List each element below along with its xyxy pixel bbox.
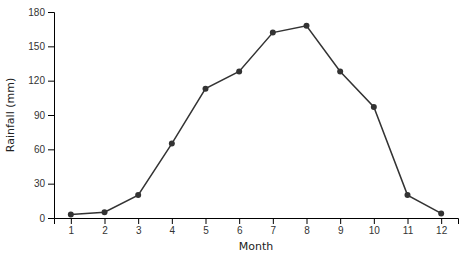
x-axis-tick-label: 2: [102, 225, 108, 236]
y-axis-line: [48, 13, 55, 219]
x-axis-tick: 10: [369, 218, 381, 236]
y-axis-tick-mark: [48, 12, 54, 13]
plot-root: 1234567891011120306090120150180MonthRain…: [4, 7, 459, 253]
y-axis-tick-mark: [48, 218, 54, 219]
x-axis-tick-mark: [408, 218, 409, 224]
point: [102, 209, 108, 215]
x-axis-tick-mark: [374, 218, 375, 224]
x-axis-tick: 8: [304, 218, 310, 236]
x-axis-tick-label: 11: [403, 225, 414, 236]
x-axis-title: Month: [239, 240, 274, 253]
y-axis-tick: 90: [34, 110, 54, 121]
marks: [68, 23, 444, 218]
point: [405, 192, 411, 198]
point: [438, 210, 444, 216]
y-axis-tick-label: 90: [34, 110, 46, 121]
x-axis-tick-label: 8: [304, 225, 310, 236]
x-axis-tick-mark: [273, 218, 274, 224]
point: [169, 141, 175, 147]
x-axis-tick-mark: [206, 218, 207, 224]
y-axis-tick: 120: [28, 75, 54, 86]
x-axis-tick-mark: [239, 218, 240, 224]
y-axis-tick-label: 120: [28, 75, 45, 86]
y-axis-tick: 150: [28, 41, 54, 52]
x-axis-tick-mark: [71, 218, 72, 224]
x-axis-tick-label: 1: [69, 225, 75, 236]
y-axis: 0 30 60 90 120 150 180: [28, 7, 54, 224]
y-axis-tick: 180: [28, 7, 54, 18]
y-axis-tick-mark: [48, 184, 54, 185]
x-axis-tick-label: 6: [237, 225, 243, 236]
point: [304, 23, 310, 29]
point: [203, 86, 209, 92]
y-axis-tick-mark: [48, 81, 54, 82]
point: [68, 212, 74, 218]
y-axis-title: Rainfall (mm): [4, 78, 17, 152]
x-axis-tick-label: 7: [271, 225, 277, 236]
y-axis-tick: 60: [34, 144, 54, 155]
x-axis-tick: 1: [69, 218, 75, 236]
x-axis-tick-mark: [138, 218, 139, 224]
point: [135, 192, 141, 198]
y-axis-tick-label: 0: [39, 213, 45, 224]
chart-svg: 1234567891011120306090120150180MonthRain…: [0, 0, 474, 258]
y-axis-tick-mark: [48, 149, 54, 150]
x-axis-tick: 5: [203, 218, 209, 236]
x-axis-tick: 7: [271, 218, 277, 236]
point: [337, 69, 343, 75]
x-axis-tick-label: 3: [136, 225, 142, 236]
x-axis-tick-mark: [172, 218, 173, 224]
y-axis-tick: 30: [34, 178, 54, 189]
x-axis-tick-label: 10: [369, 225, 381, 236]
point: [270, 30, 276, 36]
x-axis-tick-label: 4: [170, 225, 176, 236]
x-axis-tick: 2: [102, 218, 108, 236]
line: [71, 26, 441, 215]
x-axis-line: [55, 219, 459, 225]
x-axis-tick-label: 5: [203, 225, 209, 236]
x-axis-tick: 9: [338, 218, 344, 236]
y-axis-tick-label: 30: [34, 178, 46, 189]
x-axis-tick-label: 9: [338, 225, 344, 236]
point: [371, 104, 377, 110]
x-axis-tick-label: 12: [436, 225, 448, 236]
x-axis-tick: 11: [403, 218, 414, 236]
y-axis-tick-label: 180: [28, 7, 45, 18]
point: [236, 69, 242, 75]
y-axis-tick: 0: [39, 213, 54, 224]
x-axis-tick: 6: [237, 218, 243, 236]
y-axis-tick-mark: [48, 115, 54, 116]
x-axis-tick: 4: [170, 218, 176, 236]
x-axis-tick: 12: [436, 218, 448, 236]
x-axis-tick-mark: [105, 218, 106, 224]
y-axis-tick-mark: [48, 46, 54, 47]
x-axis-tick: 3: [136, 218, 142, 236]
x-axis-tick-mark: [441, 218, 442, 224]
y-axis-tick-label: 150: [28, 41, 45, 52]
y-axis-tick-label: 60: [34, 144, 46, 155]
x-axis-tick-mark: [307, 218, 308, 224]
x-axis-tick-mark: [340, 218, 341, 224]
x-axis: 123456789101112: [55, 218, 459, 236]
